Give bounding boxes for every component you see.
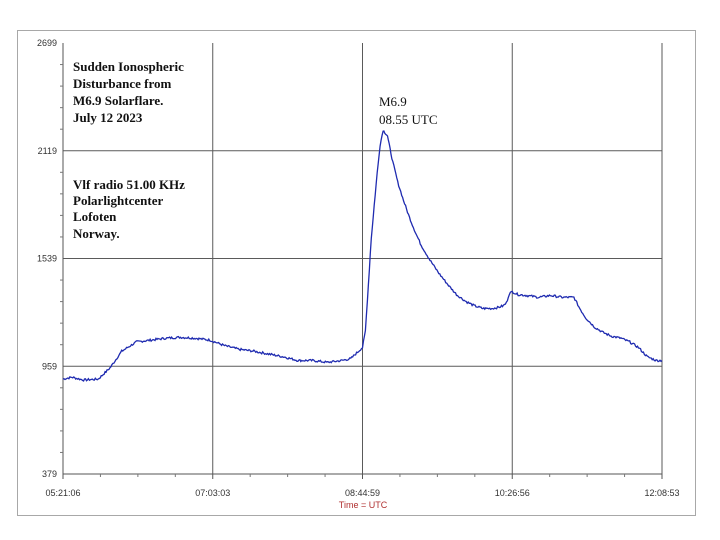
grid: [62, 43, 663, 475]
y-tick-label: 2119: [38, 146, 57, 156]
y-tick-label: 959: [42, 361, 57, 371]
x-tick-label: 08:44:59: [345, 488, 380, 498]
title-line-1: Sudden Ionospheric: [73, 59, 184, 74]
info-line-2: Polarlightcenter: [73, 193, 163, 208]
title-line-2: Disturbance from: [73, 76, 172, 91]
series-line: [62, 130, 663, 382]
title-line-4: July 12 2023: [73, 110, 143, 125]
chart-frame: [17, 30, 696, 516]
x-axis-labels: 05:21:06 07:03:03 08:44:59 10:26:56 12:08:53: [45, 488, 679, 498]
axis-ticks: [60, 64, 663, 479]
peak-label-time: 08.55 UTC: [379, 112, 438, 127]
y-tick-label: 1539: [37, 254, 57, 264]
info-line-1: Vlf radio 51.00 KHz: [73, 177, 185, 192]
y-tick-label: 2699: [37, 38, 57, 48]
peak-label-class: M6.9: [379, 94, 407, 109]
y-axis-labels: 2699 2119 1539 959 379: [37, 38, 57, 479]
x-axis-title: Time = UTC: [339, 500, 388, 510]
x-tick-label: 05:21:06: [45, 488, 80, 498]
y-tick-label: 379: [42, 469, 57, 479]
x-tick-label: 12:08:53: [644, 488, 679, 498]
info-line-3: Lofoten: [73, 209, 117, 224]
title-line-3: M6.9 Solarflare.: [73, 93, 163, 108]
info-line-4: Norway.: [73, 226, 120, 241]
x-tick-label: 07:03:03: [195, 488, 230, 498]
x-tick-label: 10:26:56: [495, 488, 530, 498]
